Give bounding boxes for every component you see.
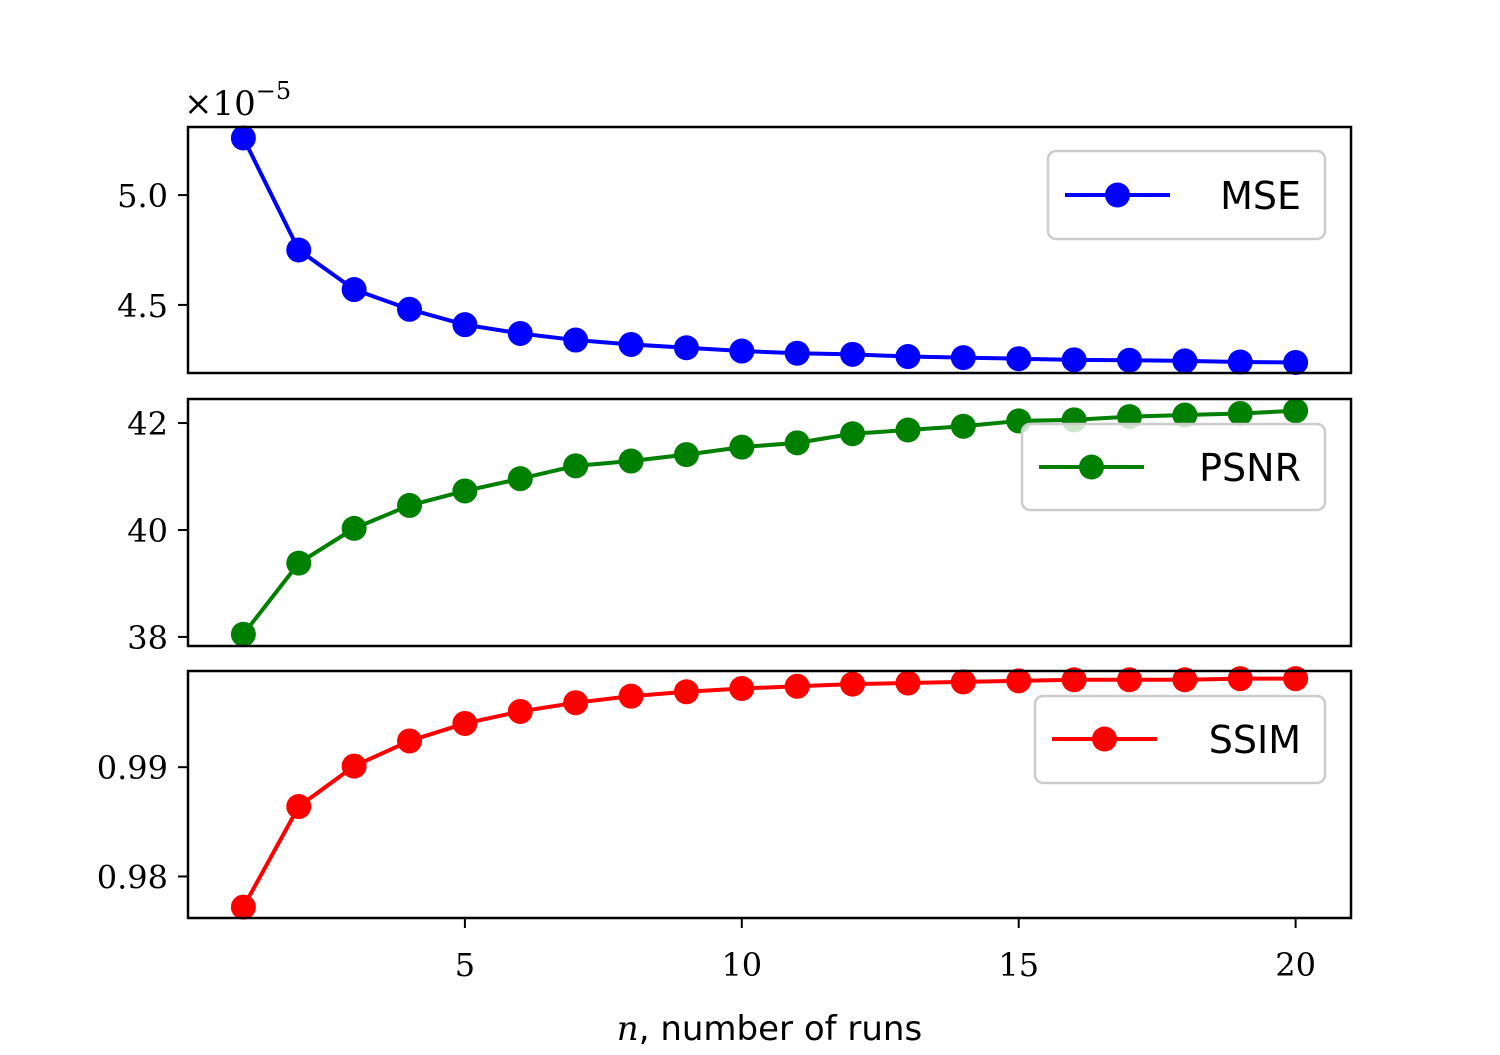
data-point-mse bbox=[452, 312, 478, 338]
data-point-ssim bbox=[895, 670, 921, 696]
data-point-psnr bbox=[673, 442, 699, 468]
data-point-mse bbox=[1116, 347, 1142, 373]
data-point-psnr bbox=[895, 417, 921, 443]
data-point-mse bbox=[895, 344, 921, 370]
data-point-psnr bbox=[286, 550, 312, 576]
legend: MSE bbox=[1046, 149, 1327, 241]
axes-frame bbox=[186, 669, 1353, 920]
data-point-ssim bbox=[840, 671, 866, 697]
data-point-mse bbox=[286, 237, 312, 263]
legend-marker bbox=[1105, 182, 1130, 208]
y-tick-label: 38 bbox=[127, 619, 168, 657]
data-point-psnr bbox=[452, 478, 478, 504]
data-point-ssim bbox=[341, 753, 367, 779]
y-offset-label: ×10−5 bbox=[184, 77, 291, 124]
data-point-ssim bbox=[286, 794, 312, 820]
x-tick-label: 10 bbox=[721, 946, 762, 984]
data-point-mse bbox=[1061, 347, 1087, 373]
legend-marker bbox=[1092, 726, 1117, 752]
data-point-mse bbox=[507, 320, 533, 346]
legend-box bbox=[1033, 694, 1327, 785]
data-point-mse bbox=[618, 331, 644, 357]
data-point-psnr bbox=[729, 434, 755, 460]
legend-marker bbox=[1079, 454, 1104, 480]
y-tick-label: 40 bbox=[127, 512, 168, 550]
subplot-1: 4.5 5.0 ×10−5 MSE bbox=[117, 77, 1353, 375]
data-point-ssim bbox=[673, 679, 699, 705]
data-point-ssim bbox=[397, 728, 423, 754]
data-point-psnr bbox=[1283, 398, 1309, 424]
data-point-psnr bbox=[1172, 402, 1198, 428]
data-point-ssim bbox=[230, 894, 256, 920]
data-point-mse bbox=[950, 345, 976, 371]
data-point-mse bbox=[1227, 349, 1253, 375]
data-point-mse bbox=[840, 341, 866, 367]
data-point-ssim bbox=[507, 698, 533, 724]
x-tick-label: 5 bbox=[455, 946, 475, 984]
data-point-ssim bbox=[1227, 666, 1253, 692]
data-point-mse bbox=[784, 340, 810, 366]
data-point-mse bbox=[673, 335, 699, 361]
data-point-mse bbox=[230, 125, 256, 151]
data-point-psnr bbox=[341, 515, 367, 541]
data-point-psnr bbox=[507, 466, 533, 492]
data-point-ssim bbox=[452, 710, 478, 736]
data-point-mse bbox=[563, 327, 589, 353]
legend: SSIM bbox=[1033, 694, 1327, 785]
data-point-psnr bbox=[840, 421, 866, 447]
data-point-ssim bbox=[950, 669, 976, 695]
legend-box bbox=[1020, 422, 1327, 512]
data-point-mse bbox=[1172, 348, 1198, 374]
data-point-ssim bbox=[563, 690, 589, 716]
legend-label: SSIM bbox=[1209, 718, 1301, 762]
data-point-mse bbox=[729, 338, 755, 364]
data-point-mse bbox=[397, 296, 423, 322]
data-point-psnr bbox=[563, 453, 589, 479]
data-point-psnr bbox=[950, 413, 976, 439]
legend-label: PSNR bbox=[1199, 446, 1301, 490]
data-point-psnr bbox=[397, 492, 423, 518]
y-tick-label: 4.5 bbox=[117, 287, 168, 325]
x-tick-label: 20 bbox=[1275, 946, 1316, 984]
data-point-ssim bbox=[729, 675, 755, 701]
y-tick-label: 0.99 bbox=[97, 749, 168, 787]
data-point-ssim bbox=[1006, 668, 1032, 694]
y-tick-label: 5.0 bbox=[117, 177, 168, 215]
y-tick-label: 0.98 bbox=[97, 858, 168, 896]
data-point-ssim bbox=[1283, 666, 1309, 692]
data-point-mse bbox=[1006, 346, 1032, 372]
data-point-mse bbox=[1283, 349, 1309, 375]
data-point-ssim bbox=[618, 683, 644, 709]
data-point-psnr bbox=[784, 430, 810, 456]
data-point-mse bbox=[341, 277, 367, 303]
x-tick-label: 15 bbox=[998, 946, 1039, 984]
data-point-ssim bbox=[1116, 667, 1142, 693]
data-point-ssim bbox=[1061, 667, 1087, 693]
legend-box bbox=[1046, 149, 1327, 241]
x-axis-label: n, number of runs bbox=[617, 1009, 922, 1049]
data-point-psnr bbox=[1227, 400, 1253, 426]
data-point-ssim bbox=[784, 673, 810, 699]
axes-frame bbox=[186, 125, 1353, 375]
subplot-2: 38 40 42 PSNR bbox=[127, 397, 1353, 657]
subplot-3: 0.98 0.99 SSIM bbox=[97, 666, 1353, 920]
axes-frame bbox=[186, 397, 1353, 648]
legend-label: MSE bbox=[1220, 174, 1301, 218]
y-tick-label: 42 bbox=[127, 405, 168, 443]
data-point-psnr bbox=[618, 448, 644, 474]
data-point-psnr bbox=[230, 621, 256, 647]
legend: PSNR bbox=[1020, 422, 1327, 512]
data-point-ssim bbox=[1172, 667, 1198, 693]
